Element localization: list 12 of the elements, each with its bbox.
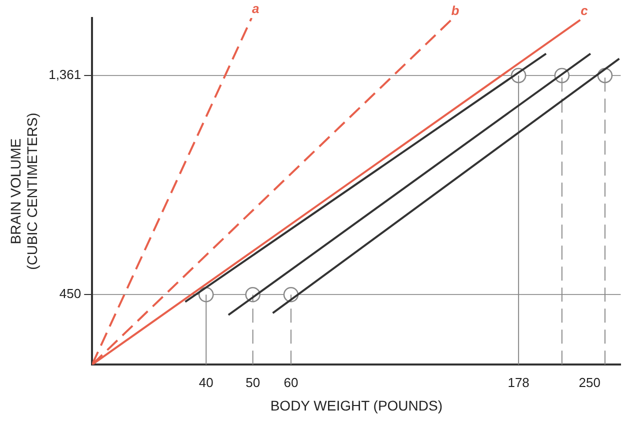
series-label: b [451,3,460,18]
x-tick-label: 40 [198,374,214,390]
y-tick-label: 1,361 [48,67,82,82]
y-tick-label: 450 [59,286,82,302]
x-tick-label: 178 [508,374,530,390]
x-tick-label: 60 [284,374,298,390]
x-axis-title: BODY WEIGHT (POUNDS) [270,397,442,414]
x-tick-label: 50 [246,374,260,390]
y-axis-title: BRAIN VOLUME (CUBIC CENTIMETERS) [7,112,40,270]
series-label: c [580,3,589,18]
series-label: a [252,1,260,16]
x-tick-label: 250 [578,374,600,390]
